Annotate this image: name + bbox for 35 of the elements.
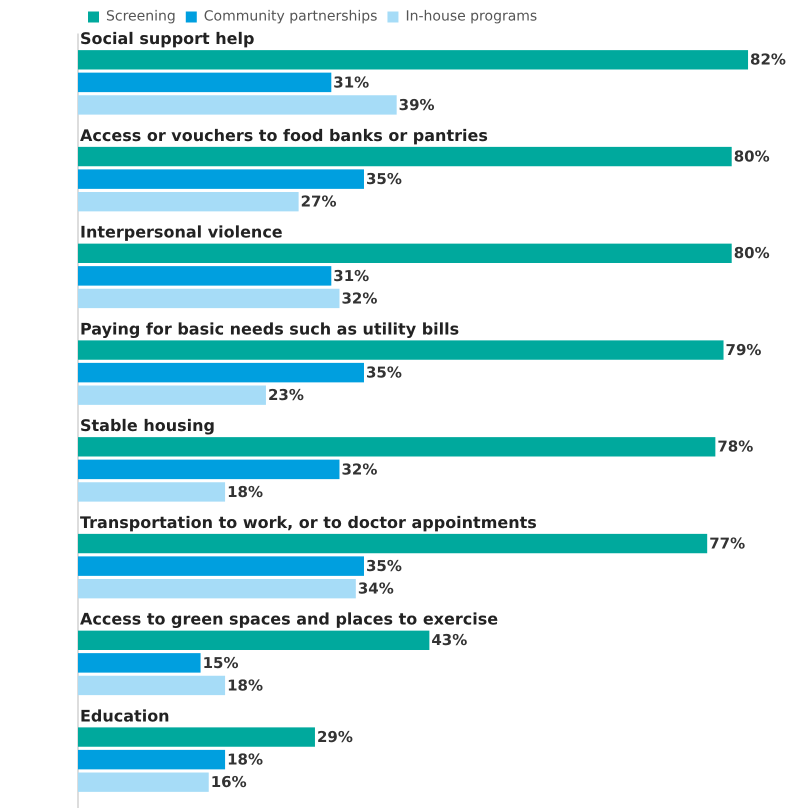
y-tick-label: Interpersonal violence	[80, 222, 283, 242]
data-label: 80%	[734, 244, 770, 262]
data-label: 35%	[366, 364, 402, 382]
y-tick-label: Paying for basic needs such as utility bills	[80, 320, 460, 338]
data-label: 31%	[333, 73, 370, 92]
data-label: 27%	[300, 192, 337, 211]
data-label: 16%	[210, 773, 247, 792]
data-label: 35%	[366, 557, 402, 576]
data-label: 29%	[316, 728, 353, 746]
data-label: 18%	[227, 676, 263, 694]
data-label: 79%	[726, 340, 762, 359]
legend-label: Community partnerships	[204, 8, 378, 25]
data-label: 34%	[358, 580, 394, 598]
data-label: 80%	[734, 147, 770, 166]
data-label: 39%	[398, 96, 435, 114]
data-label: 31%	[333, 266, 370, 285]
data-label: 15%	[202, 654, 238, 672]
y-tick-label: Stable housing	[80, 416, 215, 436]
data-label: 35%	[366, 170, 402, 188]
data-label: 32%	[341, 460, 378, 478]
y-tick-label: Transportation to work, or to doctor appointments	[80, 513, 537, 532]
y-tick-label: Education	[80, 706, 170, 726]
data-label: 18%	[227, 482, 263, 501]
legend-label: In-house programs	[405, 8, 538, 25]
data-label: 77%	[709, 534, 746, 552]
data-label: 23%	[268, 386, 304, 404]
data-label: 78%	[717, 438, 754, 456]
data-label: 82%	[750, 50, 786, 69]
data-label: 18%	[227, 750, 263, 769]
data-label: 32%	[341, 289, 378, 308]
legend-label: Screening	[106, 8, 176, 25]
data-label: 43%	[431, 631, 468, 650]
y-tick-label: Access to green spaces and places to exercise	[80, 610, 498, 629]
y-tick-label: Access or vouchers to food banks or pantries	[80, 126, 488, 145]
y-tick-label: Social support help	[80, 29, 254, 48]
